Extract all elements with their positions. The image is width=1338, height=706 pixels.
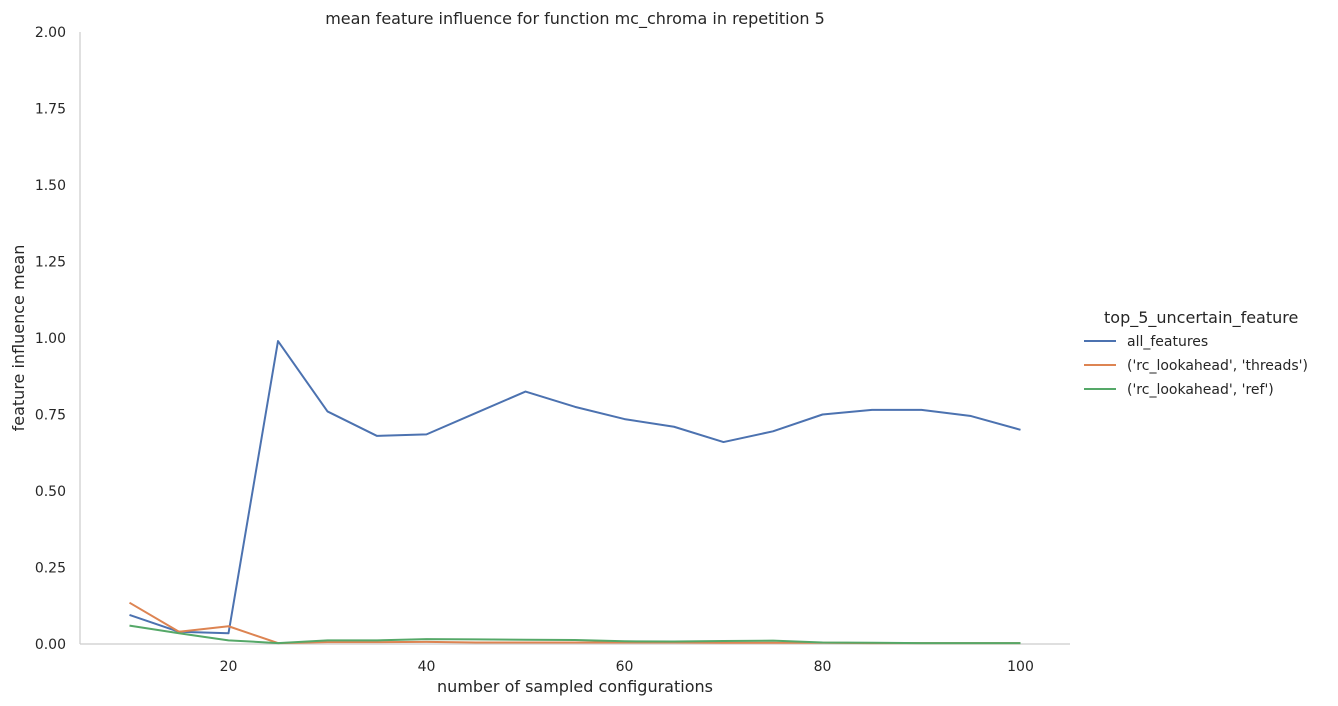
plot-area: 0.00 0.25 0.50 0.75 1.00 1.25 1.50 1.75 2.00 20 4…: [35, 25, 1070, 675]
x-tick-label: 80: [814, 659, 832, 675]
legend: top_5_uncertain_feature all_features ('rc…: [1084, 308, 1308, 398]
series-lines: [128, 340, 1021, 645]
legend-label-1: ('rc_lookahead', 'threads'): [1127, 358, 1308, 374]
series-line-0: [129, 340, 1021, 635]
legend-label-2: ('rc_lookahead', 'ref'): [1127, 382, 1274, 398]
x-tick-label: 60: [616, 659, 634, 675]
y-tick-label: 1.25: [35, 255, 66, 271]
y-tick-label: 0.25: [35, 561, 66, 577]
x-tick-label: 100: [1007, 659, 1034, 675]
y-tick-label: 0.50: [35, 484, 66, 500]
series-line-2: [129, 624, 1021, 645]
legend-title: top_5_uncertain_feature: [1104, 308, 1298, 328]
legend-label-0: all_features: [1127, 334, 1208, 350]
x-tick-labels: 20 40 60 80 100: [220, 659, 1034, 675]
chart-title: mean feature influence for function mc_c…: [325, 9, 825, 29]
x-tick-label: 40: [418, 659, 436, 675]
y-tick-label: 1.50: [35, 178, 66, 194]
y-tick-label: 1.00: [35, 331, 66, 347]
y-axis-label: feature influence mean: [9, 245, 28, 432]
x-tick-label: 20: [220, 659, 238, 675]
x-axis-label: number of sampled configurations: [437, 677, 713, 696]
y-tick-label: 0.00: [35, 637, 66, 653]
y-tick-label: 0.75: [35, 408, 66, 424]
legend-items: all_features ('rc_lookahead', 'threads') (…: [1084, 334, 1308, 398]
series-line-1: [128, 601, 1021, 645]
y-tick-labels: 0.00 0.25 0.50 0.75 1.00 1.25 1.50 1.75 2.00: [35, 25, 66, 653]
y-tick-label: 2.00: [35, 25, 66, 41]
y-tick-label: 1.75: [35, 102, 66, 118]
